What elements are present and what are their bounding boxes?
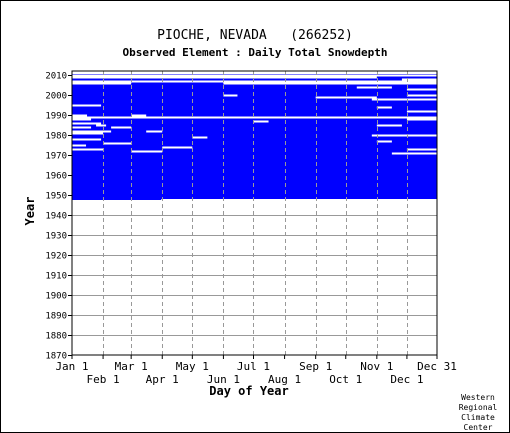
missing-segment-7 — [406, 88, 437, 91]
missing-segment-19 — [406, 118, 437, 121]
missing-segment-21 — [72, 122, 102, 125]
y-tick-label-1900: 1900 — [45, 292, 67, 302]
y-tick-labels: 1870 1880 1890 1900 1910 1920 1930 1940 1950 1960… — [45, 72, 72, 362]
credit-line-3: Climate — [461, 413, 495, 422]
missing-segment-14 — [406, 110, 437, 113]
y-tick-label-1880: 1880 — [45, 332, 67, 342]
missing-segment-33 — [103, 142, 132, 145]
missing-segment-29 — [371, 134, 437, 137]
x-tick-label-32: Feb 1 — [87, 373, 120, 386]
missing-segment-39 — [391, 152, 437, 155]
missing-segment-15 — [72, 114, 88, 117]
y-axis-label: Year — [23, 197, 37, 226]
missing-segment-11 — [371, 98, 437, 101]
credit-line-4: Center — [464, 423, 493, 432]
y-tick-label-2000: 2000 — [45, 92, 67, 102]
missing-segment-32 — [376, 140, 392, 143]
chart-title: PIOCHE, NEVADA (266252) — [157, 28, 353, 43]
missing-segment-18 — [72, 118, 92, 121]
missing-segment-31 — [72, 138, 102, 141]
missing-segment-3 — [72, 80, 437, 83]
data-layer — [72, 74, 437, 200]
missing-segment-6 — [356, 86, 392, 89]
missing-segment-9 — [406, 94, 437, 97]
y-tick-label-1950: 1950 — [45, 192, 67, 202]
x-tick-label-213: Aug 1 — [268, 373, 301, 386]
missing-segment-35 — [162, 146, 193, 149]
credit-line-1: Western — [461, 393, 495, 402]
x-tick-labels: Jan 1 Mar 1 May 1 Jul 1 Sep 1 Nov 1 Dec 31 Feb … — [55, 355, 457, 386]
missing-segment-26 — [72, 130, 112, 133]
missing-segment-5 — [223, 82, 437, 85]
missing-segment-1 — [72, 76, 377, 79]
y-tick-label-1990: 1990 — [45, 112, 67, 122]
x-tick-label-244: Sep 1 — [299, 360, 332, 373]
x-tick-label-1: Jan 1 — [55, 360, 88, 373]
y-tick-label-1920: 1920 — [45, 252, 67, 262]
x-tick-label-335: Dec 1 — [390, 373, 423, 386]
credit-block: Western Regional Climate Center — [459, 393, 498, 432]
y-tick-label-1870: 1870 — [45, 352, 67, 362]
chart-subtitle: Observed Element : Daily Total Snowdepth — [123, 46, 388, 59]
missing-segment-20 — [253, 120, 269, 123]
plot-border — [71, 70, 438, 356]
x-tick-label-60: Mar 1 — [115, 360, 148, 373]
y-tick-label-1940: 1940 — [45, 212, 67, 222]
x-tick-label-274: Oct 1 — [329, 373, 362, 386]
y-tick-label-1970: 1970 — [45, 152, 67, 162]
missing-segment-4 — [72, 82, 132, 85]
missing-segment-8 — [223, 94, 238, 97]
missing-segment-22 — [96, 124, 107, 127]
x-tick-label-152: Jun 1 — [207, 373, 240, 386]
y-tick-label-1960: 1960 — [45, 172, 67, 182]
early-start-segment — [72, 197, 162, 200]
x-tick-label-91: Apr 1 — [146, 373, 179, 386]
missing-segment-36 — [72, 148, 104, 151]
missing-segment-10 — [315, 96, 377, 99]
missing-segment-30 — [192, 136, 208, 139]
missing-segment-2 — [401, 78, 437, 81]
y-tick-label-1930: 1930 — [45, 232, 67, 242]
y-tick-label-1980: 1980 — [45, 132, 67, 142]
y-tick-label-1910: 1910 — [45, 272, 67, 282]
missing-segment-16 — [131, 114, 147, 117]
missing-segment-34 — [72, 144, 87, 147]
x-tick-label-121: May 1 — [176, 360, 209, 373]
missing-segment-37 — [406, 148, 437, 151]
missing-segment-13 — [376, 106, 392, 109]
y-tick-label-2010: 2010 — [45, 72, 67, 82]
missing-segment-24 — [72, 126, 92, 129]
missing-segment-27 — [146, 130, 163, 133]
missing-segment-17 — [72, 116, 437, 119]
x-tick-label-365: Dec 31 — [417, 360, 457, 373]
x-tick-label-182: Jul 1 — [237, 360, 270, 373]
x-axis-label: Day of Year — [209, 384, 288, 398]
y-tick-label-1890: 1890 — [45, 312, 67, 322]
missing-segment-38 — [131, 150, 163, 153]
credit-line-2: Regional — [459, 403, 498, 412]
missing-segment-23 — [376, 124, 402, 127]
missing-segment-28 — [72, 132, 104, 135]
missing-segment-0 — [72, 74, 437, 77]
missing-segment-12 — [72, 104, 102, 107]
x-tick-label-305: Nov 1 — [360, 360, 393, 373]
missing-segment-25 — [111, 126, 132, 129]
vertical-grid-layer — [103, 71, 408, 355]
